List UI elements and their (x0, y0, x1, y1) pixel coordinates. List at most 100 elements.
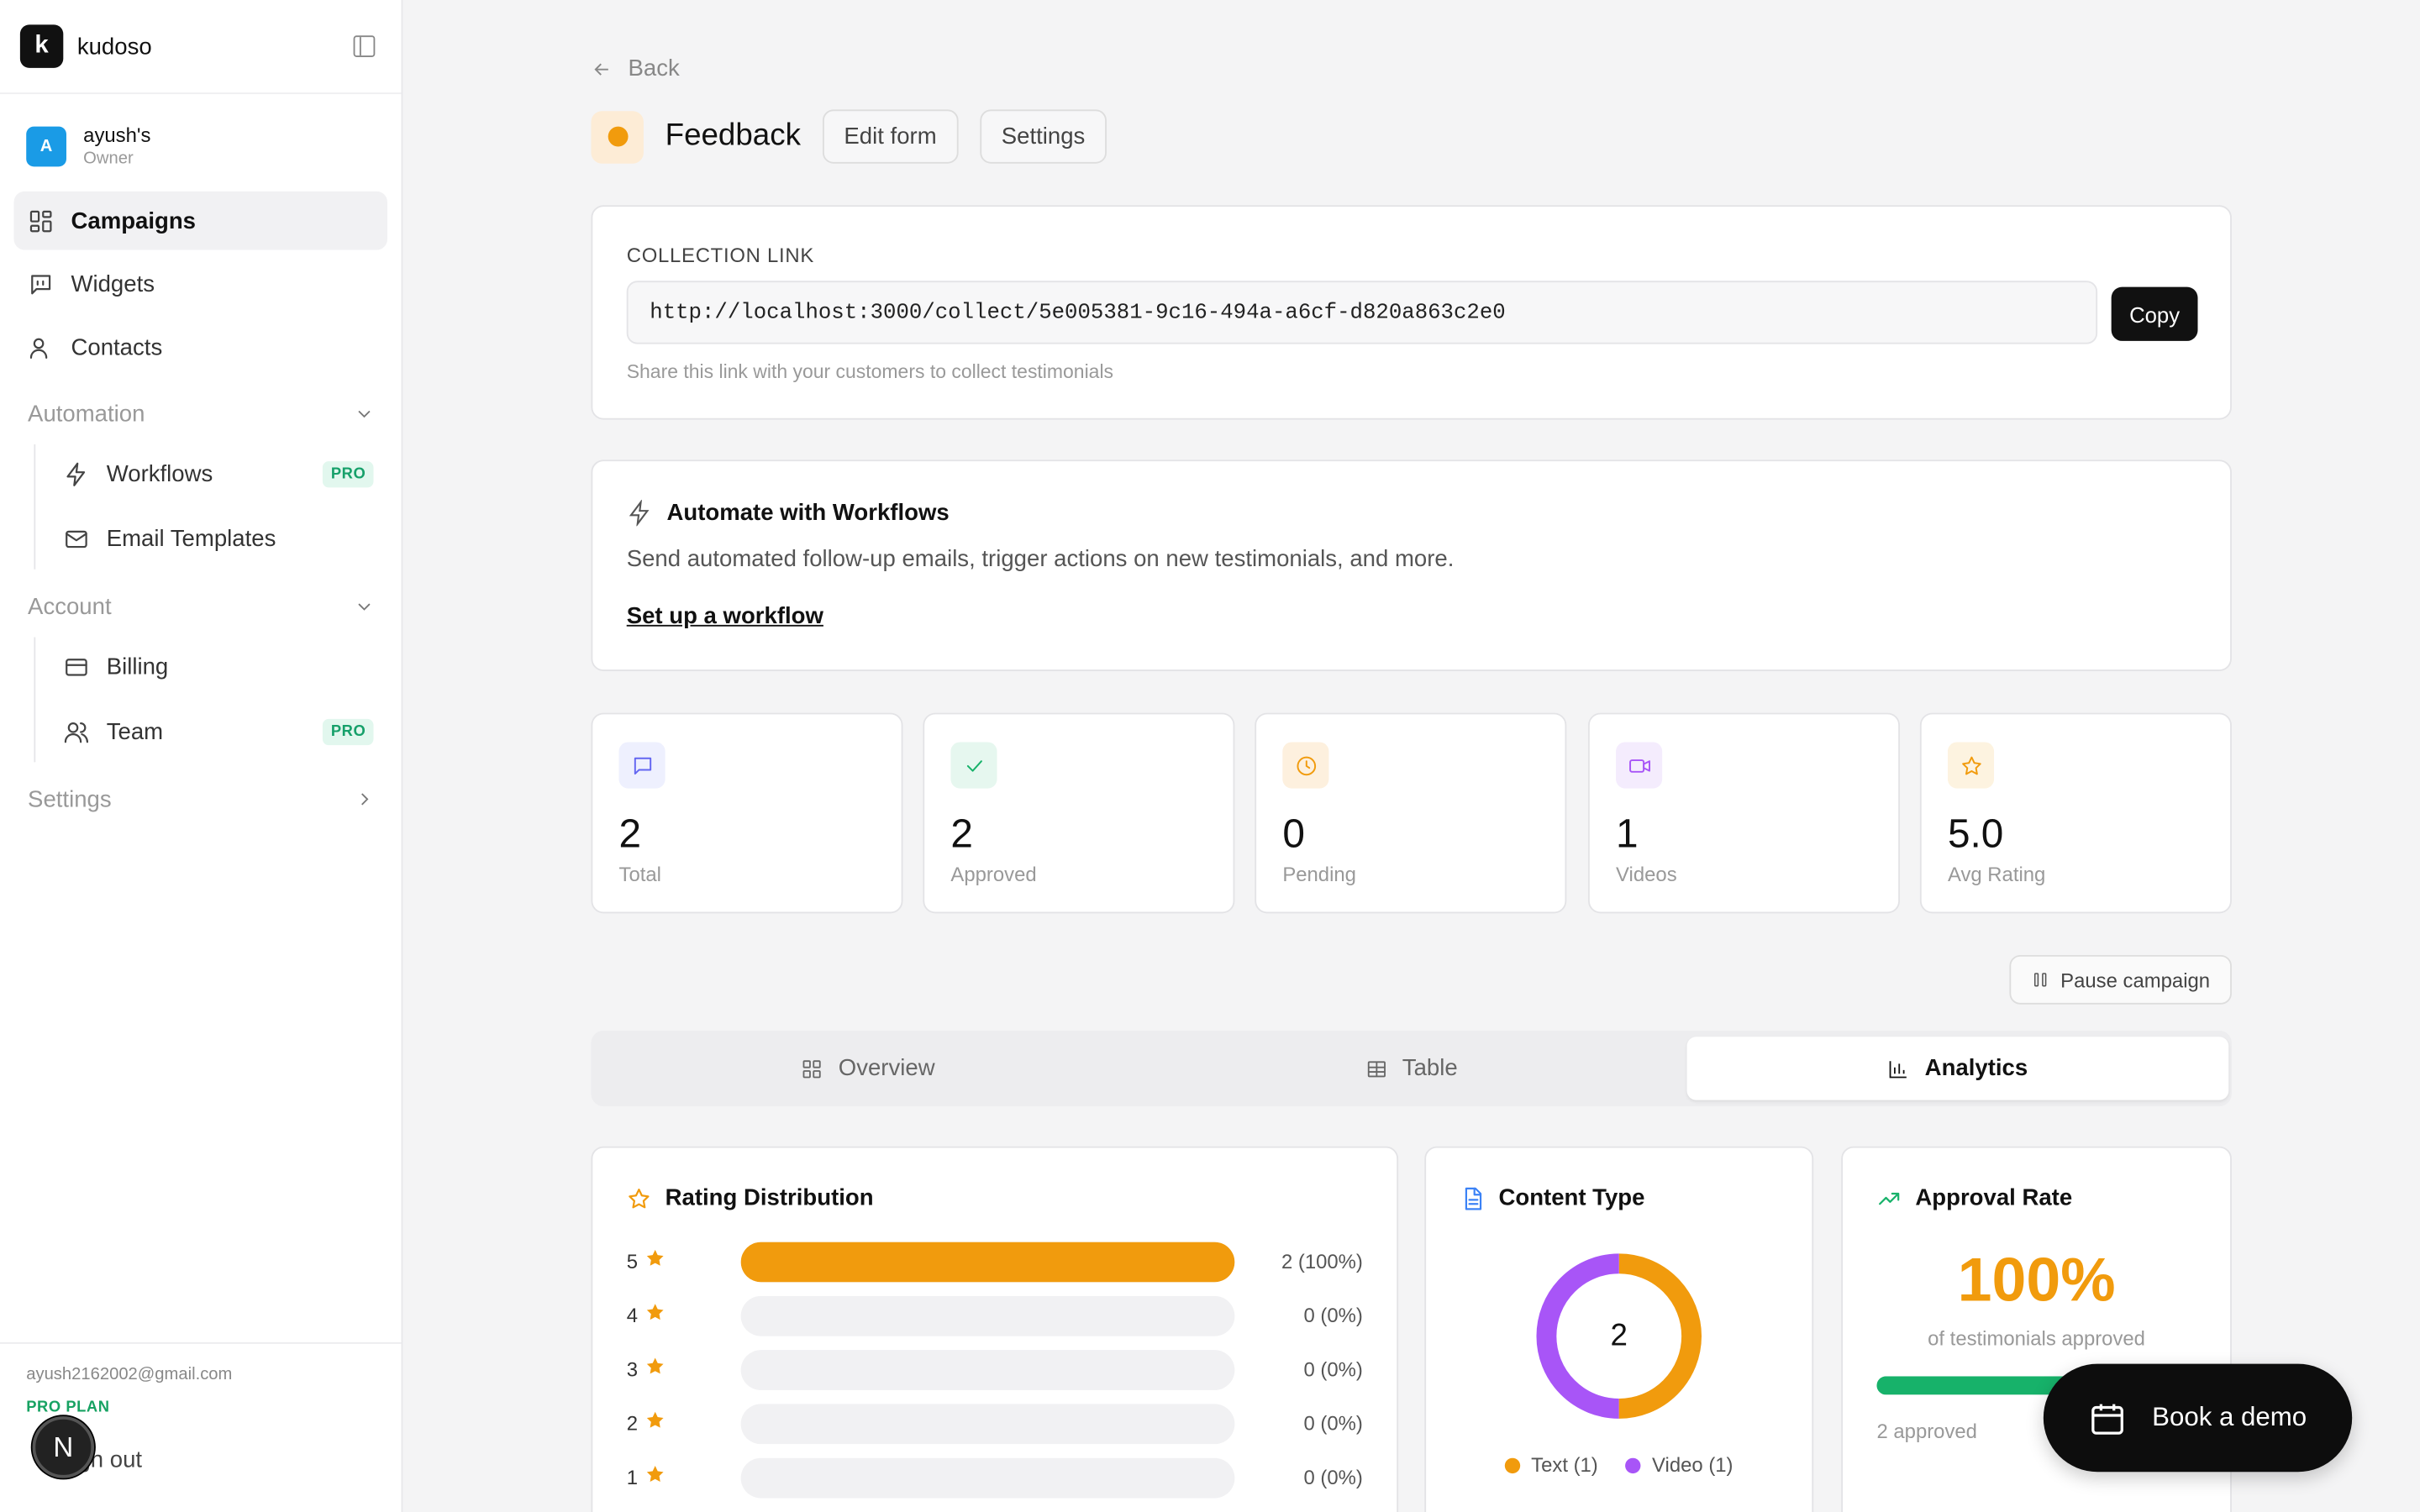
tab-table[interactable]: Table (1140, 1037, 1682, 1100)
sidebar-section-settings[interactable]: Settings (14, 769, 387, 830)
collection-link-label: COLLECTION LINK (626, 244, 815, 267)
tab-analytics[interactable]: Analytics (1686, 1037, 2229, 1100)
status-dot (607, 126, 628, 147)
rating-row: 1 0 (0%) (626, 1457, 1363, 1499)
rating-bar-fill (740, 1242, 1235, 1283)
stat-icon-bg (950, 742, 997, 789)
donut-legend: Text (1) Video (1) (1426, 1453, 1812, 1477)
star-icon (629, 1188, 650, 1208)
copy-button[interactable]: Copy (2111, 286, 2198, 341)
stat-label: Videos (1616, 862, 1677, 886)
zap-icon (66, 462, 86, 486)
sidebar-item-email-templates[interactable]: Email Templates (50, 509, 387, 570)
sidebar-item-label: Team (106, 718, 164, 746)
book-demo-button[interactable]: Book a demo (2043, 1363, 2353, 1473)
pro-badge: PRO (323, 718, 374, 746)
rating-row: 5 2 (100%) (627, 1242, 1363, 1283)
sidebar-item-campaigns[interactable]: Campaigns (13, 191, 388, 250)
stat-label: Pending (1282, 862, 1356, 886)
edit-form-button[interactable]: Edit form (822, 109, 959, 164)
chevron-down-icon (358, 603, 371, 611)
stat-label: Total (618, 862, 661, 886)
user-icon (29, 337, 48, 359)
collection-url-field[interactable]: http://localhost:3000/collect/5e005381-9… (626, 281, 2098, 344)
approval-rate-subtitle: of testimonials approved (1928, 1326, 2145, 1351)
star-icon (1961, 755, 1981, 774)
approval-rate-value: 100% (1957, 1247, 2116, 1315)
stat-card-total: 2 Total (591, 712, 903, 914)
rating-stars-value: 1 (626, 1465, 639, 1489)
sidebar-section-account[interactable]: Account (14, 575, 387, 637)
table-icon (1367, 1060, 1386, 1077)
stat-value: 2 (950, 810, 974, 857)
legend-swatch (1504, 1457, 1521, 1473)
pause-label: Pause campaign (2060, 968, 2211, 992)
app-logo[interactable]: k (19, 24, 64, 68)
card-title: Content Type (1498, 1184, 1645, 1211)
rating-count: 2 (100%) (1281, 1249, 1363, 1273)
sidebar-section-automation[interactable]: Automation (14, 383, 387, 444)
sidebar: k kudoso A ayush's Owner Campaigns Widge… (0, 0, 403, 1512)
message-icon (633, 756, 651, 774)
star-icon (646, 1357, 664, 1374)
rating-stars-value: 4 (626, 1304, 639, 1327)
rating-bar (740, 1404, 1235, 1445)
legend-label: Video (1) (1652, 1453, 1733, 1477)
back-label: Back (628, 55, 680, 82)
card-title: Rating Distribution (665, 1184, 874, 1211)
donut-segment-video (1536, 1253, 1702, 1419)
stat-card-avg-rating: 5.0 Avg Rating (1919, 712, 2232, 914)
credit-card-icon (66, 659, 87, 676)
pro-badge: PRO (323, 461, 374, 488)
stat-value: 5.0 (1947, 810, 2004, 857)
users-icon (64, 722, 89, 743)
stat-icon-bg (1947, 742, 1995, 789)
legend-label: Text (1) (1531, 1453, 1598, 1477)
rating-bar (740, 1350, 1235, 1390)
stat-icon-bg (1616, 742, 1663, 789)
grid-icon (29, 209, 52, 232)
dev-tools-badge[interactable]: N (32, 1416, 95, 1478)
tab-label: Table (1402, 1055, 1458, 1082)
rating-count: 0 (0%) (1303, 1304, 1363, 1327)
zap-icon (629, 500, 650, 527)
layout-grid-icon (802, 1059, 822, 1078)
file-text-icon (1465, 1186, 1482, 1210)
sidebar-item-widgets[interactable]: Widgets (14, 255, 387, 313)
pause-icon (2034, 973, 2047, 987)
sidebar-item-team[interactable]: Team PRO (50, 702, 387, 763)
message-square-icon (31, 274, 51, 294)
rating-row: 4 0 (0%) (626, 1295, 1363, 1336)
content-type-donut-chart (1536, 1253, 1702, 1419)
sidebar-item-workflows[interactable]: Workflows PRO (50, 444, 387, 505)
rating-row: 2 0 (0%) (627, 1404, 1363, 1445)
page-title: Feedback (665, 118, 801, 153)
chevron-down-icon (358, 410, 371, 418)
workflow-promo-description: Send automated follow-up emails, trigger… (626, 546, 1455, 573)
stat-icon-bg (618, 742, 666, 789)
chevron-right-icon (361, 793, 369, 806)
rating-count: 0 (0%) (1303, 1465, 1363, 1489)
sidebar-item-contacts[interactable]: Contacts (14, 318, 387, 376)
sidebar-collapse-icon[interactable] (353, 35, 376, 57)
back-link[interactable]: Back (591, 55, 680, 82)
stat-value: 2 (618, 810, 642, 857)
sidebar-item-billing[interactable]: Billing (50, 638, 387, 698)
settings-button[interactable]: Settings (980, 109, 1107, 164)
user-email: ayush2162002@gmail.com (26, 1365, 233, 1384)
book-demo-label: Book a demo (2152, 1402, 2307, 1432)
check-icon (965, 759, 981, 771)
plan-label: PRO PLAN (26, 1399, 110, 1417)
pause-campaign-button[interactable]: Pause campaign (2009, 954, 2232, 1005)
workspace-switcher[interactable]: A ayush's Owner (0, 94, 402, 192)
section-label: Settings (28, 785, 112, 813)
sidebar-item-label: Contacts (71, 333, 163, 360)
tab-overview[interactable]: Overview (597, 1037, 1139, 1100)
setup-workflow-link[interactable]: Set up a workflow (626, 603, 823, 630)
stat-value: 1 (1616, 810, 1639, 857)
section-label: Account (28, 593, 112, 620)
star-icon (646, 1466, 664, 1482)
workspace-name: ayush's (83, 123, 151, 147)
sidebar-item-label: Widgets (71, 270, 155, 297)
rating-bar (740, 1295, 1235, 1336)
